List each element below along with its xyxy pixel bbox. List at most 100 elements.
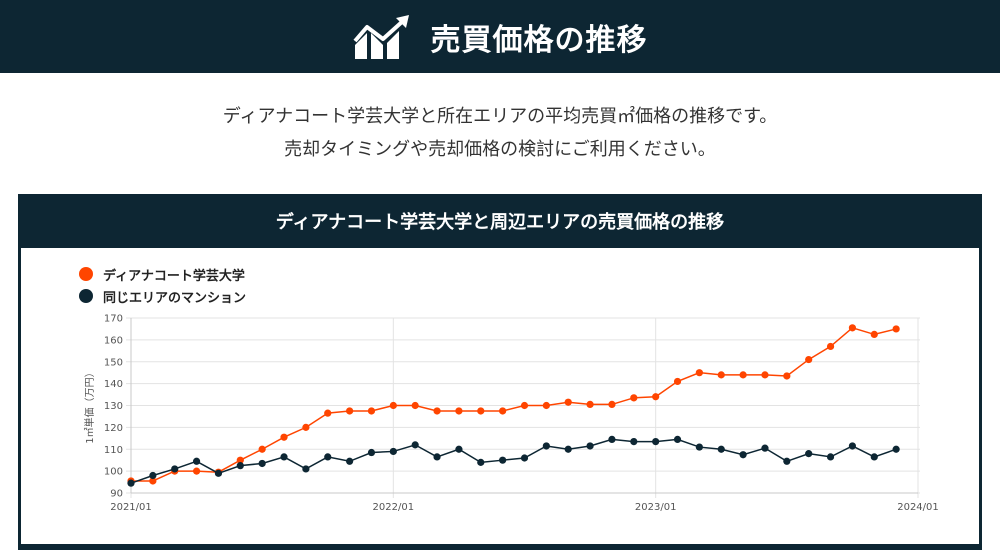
data-point-series-2 bbox=[433, 453, 441, 461]
data-point-series-1 bbox=[695, 369, 703, 377]
legend-label-series-2: 同じエリアのマンション bbox=[103, 290, 247, 306]
data-point-series-1 bbox=[389, 401, 397, 410]
chart-area: 170 160 150 140 130 120 110 100 90 2021/01 2022/01… bbox=[21, 248, 979, 544]
data-point-series-2 bbox=[192, 457, 201, 465]
data-point-series-2 bbox=[630, 437, 638, 446]
data-point-series-2 bbox=[673, 435, 682, 444]
data-point-series-2 bbox=[324, 453, 332, 461]
data-point-series-2 bbox=[826, 453, 835, 461]
data-point-series-1 bbox=[826, 342, 835, 351]
y-tick-label: 170 bbox=[104, 314, 123, 325]
data-point-series-2 bbox=[542, 442, 550, 450]
x-tick-label: 2024/01 bbox=[897, 502, 939, 513]
data-point-series-1 bbox=[258, 445, 266, 453]
chart-card-title: ディアナコート学芸大学と周辺エリアの売買価格の推移 bbox=[275, 212, 725, 233]
intro-line-2: 売却タイミングや売却価格の検討にご利用ください。 bbox=[284, 139, 716, 160]
y-axis-title: 1㎡単価（万円） bbox=[83, 367, 96, 443]
data-point-series-1 bbox=[783, 372, 791, 380]
y-tick-label: 120 bbox=[104, 423, 123, 434]
data-point-series-2 bbox=[280, 453, 288, 461]
intro-line-1: ディアナコート学芸大学と所在エリアの平均売買㎡価格の推移です。 bbox=[222, 106, 778, 127]
page-title: 売買価格の推移 bbox=[430, 22, 648, 58]
data-point-series-1 bbox=[608, 400, 616, 409]
data-point-series-2 bbox=[258, 459, 266, 468]
data-point-series-2 bbox=[564, 445, 572, 453]
data-point-series-2 bbox=[783, 457, 791, 465]
data-point-series-1 bbox=[673, 377, 682, 386]
legend-dot-series-1 bbox=[79, 267, 93, 281]
data-point-series-2 bbox=[520, 454, 529, 462]
data-point-series-2 bbox=[608, 435, 616, 444]
data-point-series-1 bbox=[367, 407, 376, 415]
intro-text: ディアナコート学芸大学と所在エリアの平均売買㎡価格の推移です。 売却タイミングや… bbox=[0, 100, 1000, 166]
data-point-series-2 bbox=[739, 451, 747, 459]
data-point-series-2 bbox=[127, 479, 135, 487]
chart-card: ディアナコート学芸大学と周辺エリアの売買価格の推移 170 160 150 140 13… bbox=[18, 194, 982, 550]
legend-item-series-1[interactable]: ディアナコート学芸大学 bbox=[79, 263, 246, 285]
data-point-series-2 bbox=[805, 450, 813, 458]
data-point-series-2 bbox=[870, 453, 878, 461]
data-point-series-1 bbox=[192, 467, 201, 475]
data-point-series-1 bbox=[302, 423, 310, 431]
y-tick-label: 150 bbox=[104, 357, 123, 368]
data-point-series-1 bbox=[761, 371, 769, 379]
data-point-series-2 bbox=[171, 465, 179, 473]
data-point-series-2 bbox=[652, 437, 660, 446]
data-point-series-2 bbox=[411, 441, 419, 449]
data-point-series-2 bbox=[455, 445, 463, 453]
data-point-series-2 bbox=[892, 445, 900, 453]
data-point-series-2 bbox=[302, 465, 310, 473]
data-point-series-1 bbox=[477, 407, 485, 415]
data-point-series-1 bbox=[652, 393, 660, 401]
data-point-series-2 bbox=[214, 469, 223, 477]
data-point-series-1 bbox=[870, 330, 878, 339]
y-tick-label: 160 bbox=[104, 335, 123, 346]
data-point-series-2 bbox=[717, 445, 725, 453]
data-point-series-1 bbox=[455, 407, 463, 415]
data-point-series-1 bbox=[586, 400, 594, 409]
data-point-series-2 bbox=[586, 442, 594, 450]
chart-up-icon bbox=[352, 14, 409, 59]
data-point-series-1 bbox=[542, 401, 550, 410]
data-point-series-2 bbox=[761, 444, 769, 452]
legend-item-series-2[interactable]: 同じエリアのマンション bbox=[79, 285, 246, 307]
data-point-series-2 bbox=[695, 443, 703, 451]
data-point-series-1 bbox=[499, 407, 507, 415]
data-point-series-2 bbox=[848, 442, 857, 450]
data-point-series-2 bbox=[346, 457, 354, 465]
data-point-series-1 bbox=[848, 324, 857, 332]
data-point-series-1 bbox=[717, 371, 725, 379]
data-point-series-1 bbox=[149, 477, 157, 485]
data-point-series-1 bbox=[805, 355, 813, 364]
data-point-series-1 bbox=[892, 325, 900, 333]
data-point-series-1 bbox=[564, 398, 572, 406]
x-tick-label: 2021/01 bbox=[110, 502, 152, 513]
series-line-2 bbox=[130, 438, 897, 484]
y-tick-label: 100 bbox=[104, 467, 123, 478]
price-trend-chart: 170 160 150 140 130 120 110 100 90 2021/01 2022/01… bbox=[83, 314, 939, 514]
data-point-series-2 bbox=[477, 458, 485, 466]
data-point-series-1 bbox=[520, 401, 529, 410]
data-point-series-2 bbox=[367, 448, 376, 457]
data-point-series-2 bbox=[499, 456, 507, 464]
chart-legend: ディアナコート学芸大学 同じエリアのマンション bbox=[79, 263, 246, 307]
data-point-series-2 bbox=[149, 471, 157, 480]
legend-label-series-1: ディアナコート学芸大学 bbox=[103, 268, 245, 284]
data-point-series-1 bbox=[346, 407, 354, 415]
series-line-1 bbox=[131, 327, 897, 482]
y-tick-label: 140 bbox=[104, 379, 123, 390]
data-point-series-1 bbox=[324, 409, 332, 417]
page-header: 売買価格の推移 bbox=[0, 0, 1000, 73]
data-point-series-1 bbox=[236, 456, 244, 464]
data-point-series-1 bbox=[280, 433, 288, 441]
x-tick-label: 2023/01 bbox=[635, 502, 677, 513]
legend-dot-series-2 bbox=[79, 289, 93, 303]
data-point-series-1 bbox=[433, 407, 441, 415]
data-point-series-2 bbox=[389, 447, 397, 456]
data-point-series-1 bbox=[411, 401, 419, 410]
data-point-series-1 bbox=[739, 371, 747, 379]
data-point-series-1 bbox=[630, 394, 638, 402]
y-tick-label: 90 bbox=[110, 489, 123, 500]
y-tick-label: 130 bbox=[104, 401, 123, 412]
x-tick-label: 2022/01 bbox=[373, 502, 415, 513]
